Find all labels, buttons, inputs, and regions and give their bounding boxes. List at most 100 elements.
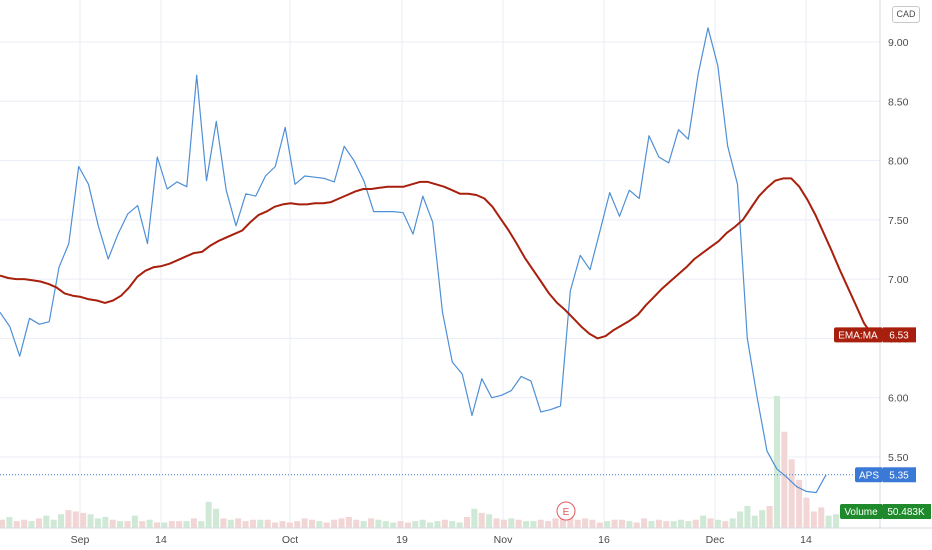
- volume-bar: [345, 517, 352, 528]
- ema-badge-label: EMA:MA: [838, 330, 878, 341]
- volume-bar: [301, 518, 308, 528]
- x-tick-label: 14: [155, 534, 167, 546]
- volume-bar: [176, 521, 183, 528]
- volume-bar: [788, 459, 795, 528]
- x-tick-label: Sep: [71, 534, 90, 546]
- volume-bar: [803, 497, 810, 528]
- volume-bar: [596, 522, 603, 528]
- price-badge: APS 5.35: [855, 467, 916, 483]
- volume-bar: [249, 519, 256, 528]
- volume-bar: [183, 521, 190, 528]
- volume-bar: [264, 519, 271, 528]
- volume-bar: [360, 521, 367, 528]
- volume-bar: [13, 521, 20, 528]
- volume-bar: [131, 515, 138, 528]
- price-badge-value: 5.35: [889, 470, 909, 481]
- volume-bar: [308, 519, 316, 528]
- chart-grid: [0, 0, 880, 528]
- volume-bar: [434, 521, 441, 528]
- volume-bar: [35, 518, 42, 528]
- y-tick-label: 6.00: [888, 393, 909, 405]
- volume-bar: [404, 522, 411, 528]
- volume-bar: [412, 521, 419, 528]
- volume-bar: [781, 431, 788, 528]
- x-tick-label: 19: [396, 534, 408, 546]
- volume-bar: [94, 518, 101, 528]
- volume-bar: [486, 514, 493, 528]
- volume-bar: [670, 521, 677, 528]
- volume-bar: [537, 519, 544, 528]
- volume-bar: [508, 518, 515, 528]
- currency-badge[interactable]: CAD: [892, 6, 920, 23]
- volume-bar: [456, 522, 463, 528]
- volume-bar: [545, 521, 552, 528]
- volume-bar: [618, 519, 625, 528]
- volume-bar: [471, 508, 478, 528]
- volume-bar: [102, 517, 109, 528]
- price-line: [0, 27, 827, 494]
- volume-bar: [604, 521, 611, 528]
- volume-bar: [72, 511, 79, 528]
- volume-bar: [0, 519, 6, 528]
- volume-bar: [463, 517, 470, 528]
- volume-bar: [117, 521, 124, 528]
- ema-line: [0, 177, 873, 340]
- volume-bar: [692, 519, 699, 528]
- volume-bar: [382, 521, 389, 528]
- volume-bar: [87, 514, 94, 528]
- y-tick-label: 7.50: [888, 215, 909, 227]
- volume-bar: [611, 519, 618, 528]
- volume-bar: [737, 511, 744, 528]
- volume-bar: [707, 518, 714, 528]
- ema-badge: EMA:MA 6.53: [834, 327, 916, 343]
- volume-bar: [633, 522, 640, 528]
- volume-bar: [832, 514, 840, 528]
- volume-badge: Volume 50.483K: [840, 504, 931, 519]
- x-tick-label: Nov: [494, 534, 513, 546]
- volume-bar: [390, 522, 397, 528]
- volume-bar: [375, 519, 382, 528]
- y-tick-label: 5.50: [888, 452, 909, 464]
- volume-bar: [441, 519, 448, 528]
- volume-badge-value: 50.483K: [887, 507, 925, 518]
- time-axis-labels: Sep 14 Oct 19 Nov 16 Dec 14: [71, 534, 812, 546]
- earnings-marker-label: E: [563, 507, 570, 518]
- price-badge-label: APS: [859, 470, 879, 481]
- volume-bar: [648, 521, 655, 528]
- volume-bar: [316, 521, 323, 528]
- earnings-marker[interactable]: E: [556, 501, 576, 521]
- x-tick-label: Oct: [282, 534, 298, 546]
- volume-bar: [773, 396, 780, 528]
- volume-bar: [522, 521, 530, 528]
- volume-bar: [449, 521, 456, 528]
- volume-bar: [6, 517, 13, 528]
- volume-bar: [168, 521, 175, 528]
- volume-bars: [0, 396, 840, 528]
- volume-bar: [124, 521, 131, 528]
- y-tick-label: 8.50: [888, 96, 909, 108]
- volume-bar: [205, 501, 212, 528]
- y-tick-label: 8.00: [888, 156, 909, 168]
- volume-bar: [419, 519, 426, 528]
- volume-bar: [28, 521, 35, 528]
- volume-bar: [21, 519, 28, 528]
- x-tick-label: 14: [800, 534, 812, 546]
- volume-bar: [796, 479, 803, 528]
- volume-bar: [655, 519, 662, 528]
- volume-bar: [198, 521, 205, 528]
- price-series: [0, 27, 827, 494]
- volume-bar: [589, 519, 596, 528]
- x-tick-label: Dec: [706, 534, 725, 546]
- volume-bar: [65, 510, 72, 528]
- volume-bar: [257, 519, 264, 528]
- volume-bar: [751, 515, 758, 528]
- volume-bar: [153, 522, 161, 528]
- volume-bar: [530, 521, 537, 528]
- volume-bar: [146, 519, 153, 528]
- volume-bar: [825, 515, 832, 528]
- volume-bar: [397, 521, 404, 528]
- volume-bar: [567, 517, 574, 528]
- volume-bar: [818, 507, 825, 528]
- volume-bar: [759, 510, 766, 528]
